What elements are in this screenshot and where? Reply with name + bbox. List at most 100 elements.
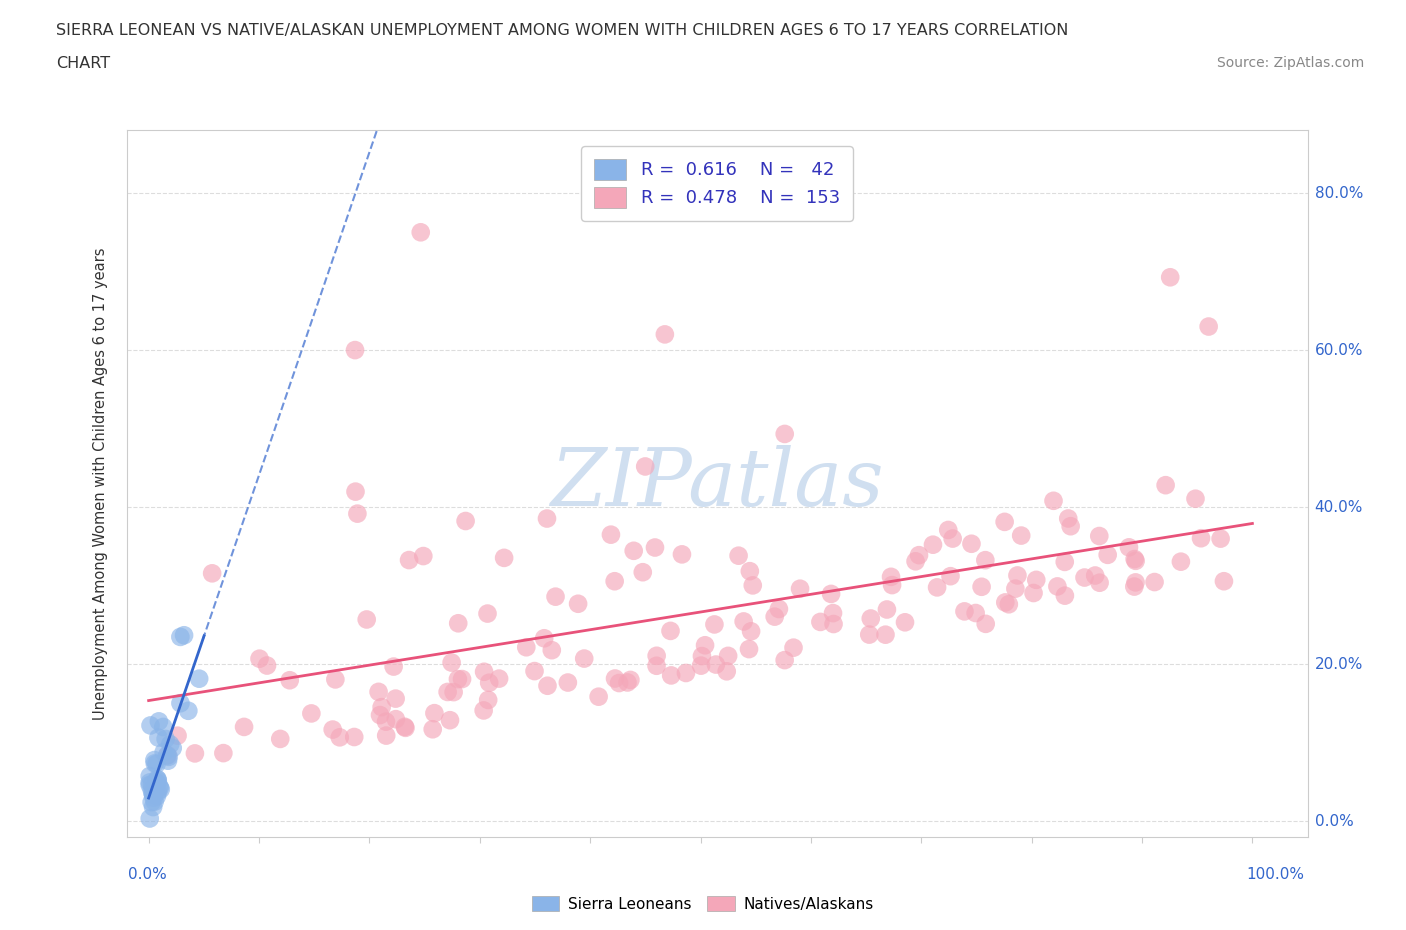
Point (876, 602, 898, 617)
Point (155, 732, 177, 747)
Point (738, 642, 761, 657)
Point (557, 675, 579, 690)
Point (1170, 554, 1192, 569)
Point (409, 225, 432, 240)
Point (166, 728, 188, 743)
Point (859, 611, 882, 626)
Point (616, 675, 638, 690)
Point (994, 595, 1017, 610)
Point (146, 772, 169, 787)
Point (675, 666, 697, 681)
Point (329, 730, 352, 745)
Point (488, 671, 510, 686)
Point (1209, 531, 1232, 546)
Point (1053, 554, 1076, 569)
Text: 40.0%: 40.0% (1315, 499, 1362, 514)
Point (412, 549, 434, 564)
Text: Source: ZipAtlas.com: Source: ZipAtlas.com (1216, 56, 1364, 70)
Point (422, 722, 444, 737)
Point (169, 630, 191, 644)
Point (820, 587, 842, 602)
Point (494, 551, 516, 565)
Point (821, 605, 844, 620)
Point (925, 580, 948, 595)
Point (447, 616, 470, 631)
Point (974, 552, 997, 567)
Text: 80.0%: 80.0% (1315, 185, 1362, 201)
Point (768, 602, 790, 617)
Point (1088, 528, 1111, 543)
Point (1046, 579, 1069, 594)
Text: ZIPatlas: ZIPatlas (550, 445, 884, 523)
Point (1118, 540, 1140, 555)
Point (875, 627, 897, 642)
Point (1073, 570, 1095, 585)
Point (156, 748, 179, 763)
Point (299, 706, 322, 721)
Point (974, 617, 997, 631)
Point (1213, 574, 1236, 589)
Point (149, 780, 172, 795)
Point (1184, 491, 1206, 506)
Point (727, 549, 749, 564)
Point (741, 578, 763, 592)
Point (690, 648, 713, 663)
Point (994, 514, 1017, 529)
Point (454, 513, 477, 528)
Text: 60.0%: 60.0% (1315, 342, 1362, 358)
Point (922, 538, 945, 552)
Point (143, 781, 166, 796)
Point (139, 718, 162, 733)
Point (173, 628, 195, 643)
Point (645, 648, 668, 663)
Point (858, 627, 880, 642)
Text: 0.0%: 0.0% (128, 867, 167, 882)
Point (619, 672, 641, 687)
Point (763, 609, 786, 624)
Point (148, 714, 170, 729)
Point (156, 753, 179, 768)
Point (385, 711, 408, 726)
Point (1198, 319, 1220, 334)
Point (256, 658, 278, 673)
Point (145, 757, 167, 772)
Point (631, 565, 654, 579)
Point (603, 671, 626, 686)
Point (515, 640, 537, 655)
Point (645, 658, 668, 673)
Point (588, 689, 610, 704)
Point (141, 777, 163, 791)
Point (212, 746, 235, 761)
Point (152, 745, 174, 760)
Point (146, 785, 169, 800)
Point (533, 631, 555, 645)
Point (936, 523, 959, 538)
Point (939, 569, 962, 584)
Point (478, 675, 501, 690)
Point (440, 655, 463, 670)
Point (142, 800, 165, 815)
Point (384, 691, 406, 706)
Point (1084, 568, 1107, 583)
Point (1053, 588, 1076, 603)
Point (436, 684, 458, 699)
Text: 0.0%: 0.0% (1315, 814, 1353, 829)
Point (177, 703, 200, 718)
Point (782, 640, 804, 655)
Point (540, 643, 562, 658)
Point (184, 746, 207, 761)
Point (1057, 512, 1080, 526)
Point (138, 775, 160, 790)
Point (201, 565, 224, 580)
Point (143, 752, 166, 767)
Point (394, 719, 416, 734)
Point (156, 748, 179, 763)
Point (965, 605, 987, 620)
Point (1125, 553, 1147, 568)
Point (439, 712, 461, 727)
Point (398, 552, 420, 567)
Point (880, 578, 903, 592)
Point (693, 638, 716, 653)
Point (607, 675, 630, 690)
Point (451, 671, 474, 686)
